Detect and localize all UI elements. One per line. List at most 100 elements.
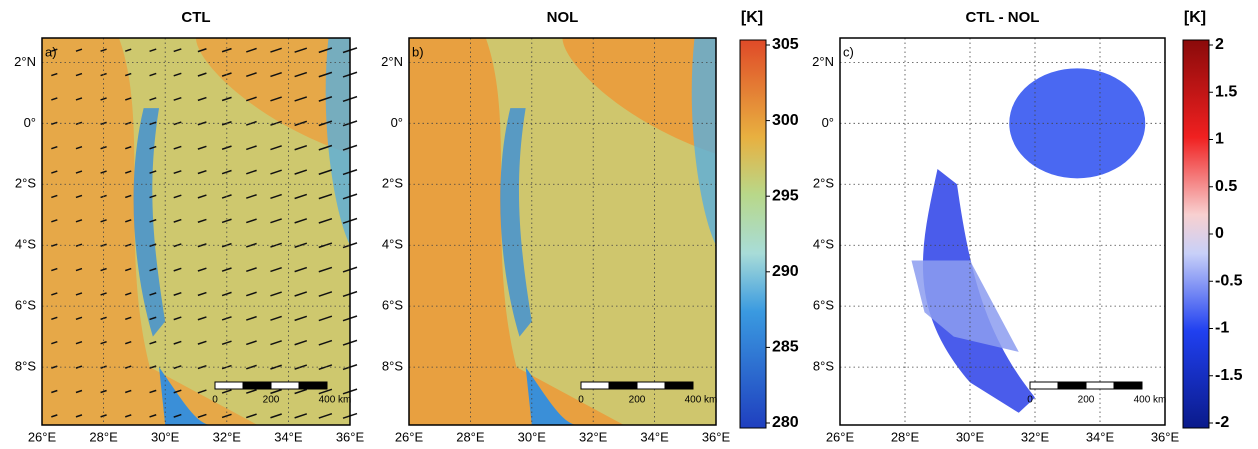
wind-arrow bbox=[197, 413, 207, 418]
scale-label: 200 bbox=[629, 395, 646, 406]
wind-arrow bbox=[173, 145, 182, 150]
wind-arrow bbox=[270, 291, 282, 297]
map-panel bbox=[839, 38, 1166, 425]
wind-arrow bbox=[149, 267, 157, 272]
wind-arrow bbox=[221, 169, 232, 175]
wind-arrow bbox=[318, 266, 333, 273]
wind-arrow bbox=[197, 364, 207, 370]
wind-arrow bbox=[125, 194, 132, 199]
wind-arrow bbox=[197, 291, 207, 297]
wind-arrow bbox=[75, 145, 83, 150]
wind-arrow bbox=[125, 316, 132, 321]
y-tick-label: 2°N bbox=[14, 54, 36, 69]
wind-arrow bbox=[294, 266, 308, 273]
wind-arrow bbox=[197, 218, 207, 223]
colorbar-tick-label: 1 bbox=[1215, 131, 1224, 148]
wind-arrow bbox=[246, 242, 257, 248]
wind-arrow bbox=[149, 194, 157, 199]
wind-arrow bbox=[149, 316, 157, 321]
wind-arrow bbox=[318, 169, 333, 175]
wind-arrow bbox=[149, 48, 157, 53]
wind-arrow bbox=[125, 389, 132, 394]
wind-arrow bbox=[221, 291, 232, 297]
wind-arrow bbox=[294, 413, 308, 419]
wind-arrow bbox=[270, 388, 282, 395]
wind-arrow bbox=[125, 219, 132, 223]
wind-arrow bbox=[197, 340, 207, 345]
wind-arrow bbox=[318, 47, 333, 54]
wind-arrow bbox=[294, 291, 308, 297]
wind-arrow bbox=[51, 121, 58, 126]
wind-arrow bbox=[51, 316, 58, 321]
wind-arrow bbox=[173, 316, 182, 321]
y-tick-label: 4°S bbox=[15, 237, 36, 252]
wind-arrow bbox=[270, 96, 282, 102]
wind-arrow bbox=[100, 170, 107, 174]
wind-arrow bbox=[51, 219, 58, 223]
wind-arrow bbox=[149, 389, 157, 394]
wind-arrow bbox=[173, 194, 182, 199]
wind-arrow bbox=[173, 389, 182, 394]
x-tick-label: 32°E bbox=[213, 429, 242, 444]
wind-arrow bbox=[100, 48, 107, 52]
wind-arrow bbox=[125, 48, 132, 52]
scale-bar bbox=[242, 381, 272, 390]
x-tick-label: 36°E bbox=[336, 429, 365, 444]
wind-arrow bbox=[149, 219, 157, 223]
map-field bbox=[500, 108, 532, 337]
scale-bar bbox=[580, 381, 610, 390]
wind-arrow bbox=[149, 414, 157, 418]
y-tick-label: 8°S bbox=[15, 359, 36, 374]
wind-arrow bbox=[318, 388, 333, 395]
scale-label: 400 km bbox=[685, 395, 718, 406]
wind-arrow bbox=[51, 267, 58, 272]
colorbar-tick-label: 300 bbox=[772, 112, 799, 129]
wind-arrow bbox=[197, 145, 207, 150]
colorbar-tick-label: -2 bbox=[1215, 414, 1229, 431]
map-panel bbox=[41, 38, 358, 425]
colorbar-tick-label: 0 bbox=[1215, 225, 1224, 242]
y-tick-label: 4°S bbox=[813, 237, 834, 252]
wind-arrow bbox=[51, 389, 58, 394]
wind-arrow bbox=[100, 121, 107, 126]
scale-bar bbox=[1113, 381, 1143, 390]
wind-arrow bbox=[294, 339, 308, 346]
wind-arrow bbox=[294, 120, 308, 127]
map-frame bbox=[408, 37, 717, 426]
wind-arrow bbox=[100, 219, 107, 223]
wind-arrow bbox=[294, 364, 308, 370]
scale-bar bbox=[270, 381, 300, 390]
map-frame bbox=[41, 37, 351, 426]
wind-arrow bbox=[246, 120, 257, 126]
colorbar-tick-label: -1 bbox=[1215, 320, 1229, 337]
wind-arrow bbox=[51, 72, 58, 77]
x-tick-label: 36°E bbox=[702, 429, 731, 444]
wind-arrow bbox=[197, 121, 207, 126]
wind-arrow bbox=[294, 144, 308, 151]
y-tick-label: 2°S bbox=[382, 176, 403, 191]
map-field bbox=[119, 38, 350, 425]
wind-arrow bbox=[270, 218, 282, 224]
scale-label: 200 bbox=[263, 395, 280, 406]
wind-arrow bbox=[246, 72, 257, 78]
wind-arrow bbox=[246, 145, 257, 151]
wind-arrow bbox=[125, 170, 132, 174]
map-field bbox=[1009, 68, 1146, 179]
map-field bbox=[922, 169, 1035, 413]
wind-arrow bbox=[173, 340, 182, 345]
wind-arrow bbox=[270, 169, 282, 175]
wind-arrow bbox=[197, 169, 207, 175]
wind-arrow bbox=[100, 145, 107, 150]
colorbar-tick-label: -1.5 bbox=[1215, 367, 1243, 384]
wind-arrow bbox=[197, 194, 207, 199]
wind-arrow bbox=[246, 194, 257, 199]
wind-arrow bbox=[75, 219, 83, 223]
y-tick-label: 0° bbox=[822, 115, 834, 130]
wind-arrow bbox=[197, 96, 207, 102]
wind-arrow bbox=[75, 194, 83, 199]
y-tick-label: 2°N bbox=[381, 54, 403, 69]
colorbar-tick-label: 1.5 bbox=[1215, 83, 1237, 100]
panel-title: CTL bbox=[181, 9, 210, 26]
wind-arrow bbox=[318, 412, 333, 419]
